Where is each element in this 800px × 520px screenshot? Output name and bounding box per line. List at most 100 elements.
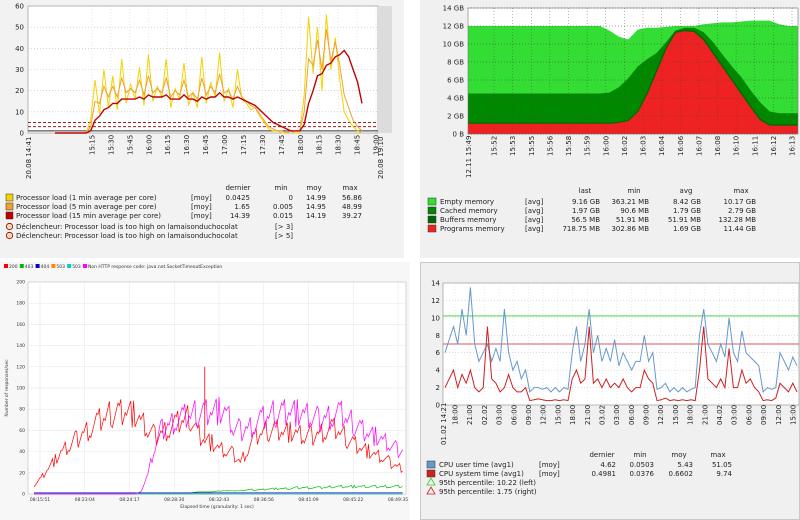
- series-line: [34, 396, 403, 495]
- y-tick-label: 180: [16, 301, 25, 307]
- x-tick-label: 18:00: [297, 135, 305, 155]
- x-tick-label: 08:23:04: [75, 497, 95, 503]
- x-tick-label: 08:24:17: [119, 497, 139, 503]
- x-tick-label: 18:45: [354, 135, 362, 155]
- legend: dernier min moy max Processor load (1 min av…: [5, 184, 363, 240]
- legend-stat: 132.28 MB: [718, 216, 756, 224]
- processor-load-chart: 0 10 20 30 40 50 60 15:15 15:30 15:45 16:00 16:15 16…: [5, 3, 392, 240]
- x-tick-label: 03:00: [496, 405, 504, 425]
- legend-header: dernier: [589, 451, 614, 459]
- legend: 200 403 404 503 503 Non HTTP response code: j…: [4, 264, 222, 270]
- x-tick-label: 16:00: [602, 136, 610, 156]
- x-tick-label: 17:30: [259, 135, 267, 155]
- legend-swatch: [427, 197, 437, 206]
- legend-swatch: [67, 264, 72, 268]
- series-line: [55, 14, 363, 134]
- legend-stat: 14.95: [306, 203, 326, 211]
- y-tick-label: 60: [19, 428, 25, 434]
- legend-stat: 1.65: [234, 203, 250, 211]
- y-tick-label: 0: [20, 130, 24, 138]
- x-tick-label: 15:59: [584, 136, 592, 156]
- x-tick-label: 18:30: [335, 135, 343, 155]
- x-tick-label: 15:30: [107, 135, 115, 155]
- legend-stat: 51.05: [712, 461, 732, 469]
- legend-stat: 14.39: [230, 212, 250, 220]
- legend-swatch: [5, 211, 14, 220]
- legend-agg: [moy]: [191, 203, 212, 211]
- x-tick-label: 02.02: [481, 405, 489, 425]
- legend-swatch: [51, 264, 56, 268]
- legend-header: dernier: [225, 184, 250, 192]
- legend-header: last: [579, 187, 592, 195]
- programs-memory-area: [468, 30, 798, 134]
- y-tick-label: 14 GB: [443, 5, 465, 13]
- x-tick-label: 16:15: [164, 135, 172, 155]
- legend-agg: [moy]: [191, 194, 212, 202]
- x-tick-label: 16:08: [714, 136, 722, 156]
- x-tick-label: 15:45: [126, 135, 134, 155]
- trigger-marker: [5, 231, 14, 240]
- grid: [27, 281, 407, 495]
- legend-stat: 56.5 MB: [571, 216, 600, 224]
- legend-label: 95th percentile: 10.22 (left): [439, 479, 536, 487]
- legend-swatch: [4, 264, 8, 268]
- legend-stat: 48.99: [342, 203, 362, 211]
- y-tick-label: 12 GB: [443, 23, 465, 31]
- series-line: [55, 49, 363, 134]
- legend-label: Processor load (15 min average per core): [16, 212, 161, 220]
- x-tick-label: 12:00: [775, 405, 783, 425]
- legend-stat: 14.99: [306, 194, 326, 202]
- x-tick-label: 03:00: [613, 405, 621, 425]
- legend-label: 404: [41, 264, 50, 270]
- legend-stat: 4.62: [600, 461, 616, 469]
- legend-label: Non HTTP response code: java.net.SocketT…: [88, 264, 222, 270]
- legend-label: Processor load (1 min average per core): [16, 194, 157, 202]
- legend-agg: [avg]: [525, 216, 544, 224]
- legend-stat: 363.21 MB: [611, 198, 649, 206]
- legend-swatch: [427, 206, 437, 215]
- cpu-time-panel: 0 2 4 6 8 10 12 14 18:00 21:00 02.02 03:00 06:00 09:0…: [420, 262, 800, 520]
- x-tick-label: 01.02 14:21: [440, 403, 448, 445]
- legend-stat: 1.79 GB: [673, 207, 701, 215]
- response-codes-panel: 200 403 404 503 503 Non HTTP response code: j…: [0, 262, 410, 520]
- x-tick-label: 16:11: [751, 136, 759, 156]
- legend-stat: 9.74: [716, 470, 732, 478]
- y-tick-label: 0 B: [453, 131, 465, 139]
- processor-load-panel: 0 10 20 30 40 50 60 15:15 15:30 15:45 16:00 16:15 16…: [0, 0, 404, 258]
- y-tick-label: 14: [431, 280, 440, 288]
- legend-stat: 10.17 GB: [724, 198, 757, 206]
- x-tick-label: 08:32:43: [209, 497, 229, 503]
- legend-label: Déclencheur: Processor load is too high …: [16, 223, 238, 231]
- series-layer: [28, 14, 378, 134]
- x-tick-label: 18:00: [569, 405, 577, 425]
- divider: [0, 258, 800, 262]
- y-tick-label: 40: [19, 449, 25, 455]
- legend-label: Programs memory: [440, 225, 505, 233]
- x-tick-label: 17:00: [221, 135, 229, 155]
- legend-swatch: [83, 264, 87, 268]
- series-line: [444, 326, 798, 402]
- y-tick-label: 30: [15, 66, 24, 74]
- x-tick-label: 09:00: [760, 405, 768, 425]
- y-tick-label: 20: [15, 87, 24, 95]
- legend-stat: 51.91 MB: [668, 216, 701, 224]
- y-tick-label: 12: [431, 297, 440, 305]
- series-layer: [443, 287, 799, 402]
- legend-swatch: [426, 469, 436, 478]
- legend-stat: 0.0376: [630, 470, 655, 478]
- legend-swatch: [427, 224, 437, 233]
- series-layer: [33, 366, 403, 495]
- legend-stat: 56.86: [342, 194, 363, 202]
- legend-label: 403: [25, 264, 34, 270]
- x-tick-label: 17:45: [278, 135, 286, 155]
- legend-stat: 0.0425: [226, 194, 251, 202]
- x-tick-label: 17:15: [240, 135, 248, 155]
- grid: [27, 5, 392, 134]
- x-tick-label: 16:06: [677, 135, 685, 156]
- x-tick-label: 16:00: [145, 135, 153, 155]
- axes: 0 B 2 GB 4 GB 6 GB 8 GB 10 GB 12 GB 14 GB 15:52 1…: [443, 5, 797, 179]
- legend: dernier min moy max CPU user time (avg1) [moy…: [426, 451, 733, 496]
- legend-label: CPU user time (avg1): [439, 461, 514, 469]
- legend-header: min: [627, 187, 640, 195]
- legend-stat: 0.015: [273, 212, 293, 220]
